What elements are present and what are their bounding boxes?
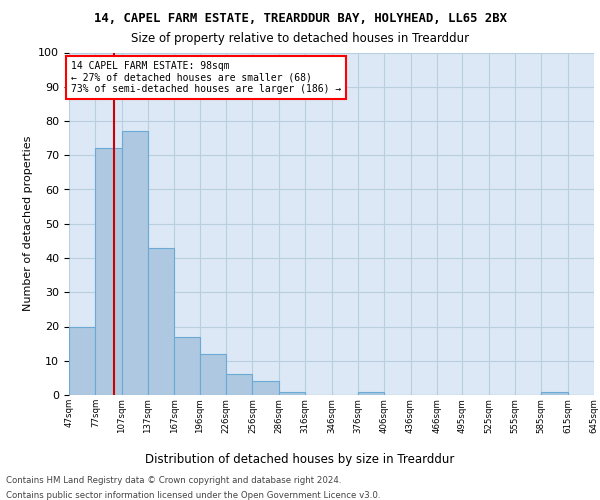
Bar <box>358 392 384 395</box>
Bar <box>200 354 226 395</box>
Bar <box>69 326 95 395</box>
Text: Size of property relative to detached houses in Trearddur: Size of property relative to detached ho… <box>131 32 469 45</box>
Bar <box>541 392 568 395</box>
Text: 14, CAPEL FARM ESTATE, TREARDDUR BAY, HOLYHEAD, LL65 2BX: 14, CAPEL FARM ESTATE, TREARDDUR BAY, HO… <box>94 12 506 25</box>
Text: 14 CAPEL FARM ESTATE: 98sqm
← 27% of detached houses are smaller (68)
73% of sem: 14 CAPEL FARM ESTATE: 98sqm ← 27% of det… <box>71 61 341 94</box>
Bar <box>95 148 122 395</box>
Bar <box>175 337 200 395</box>
Text: Contains public sector information licensed under the Open Government Licence v3: Contains public sector information licen… <box>6 491 380 500</box>
Bar <box>279 392 305 395</box>
Bar <box>148 248 175 395</box>
Bar <box>122 132 148 395</box>
Text: Distribution of detached houses by size in Trearddur: Distribution of detached houses by size … <box>145 452 455 466</box>
Text: Contains HM Land Registry data © Crown copyright and database right 2024.: Contains HM Land Registry data © Crown c… <box>6 476 341 485</box>
Y-axis label: Number of detached properties: Number of detached properties <box>23 136 33 312</box>
Bar <box>253 382 279 395</box>
Bar <box>226 374 253 395</box>
